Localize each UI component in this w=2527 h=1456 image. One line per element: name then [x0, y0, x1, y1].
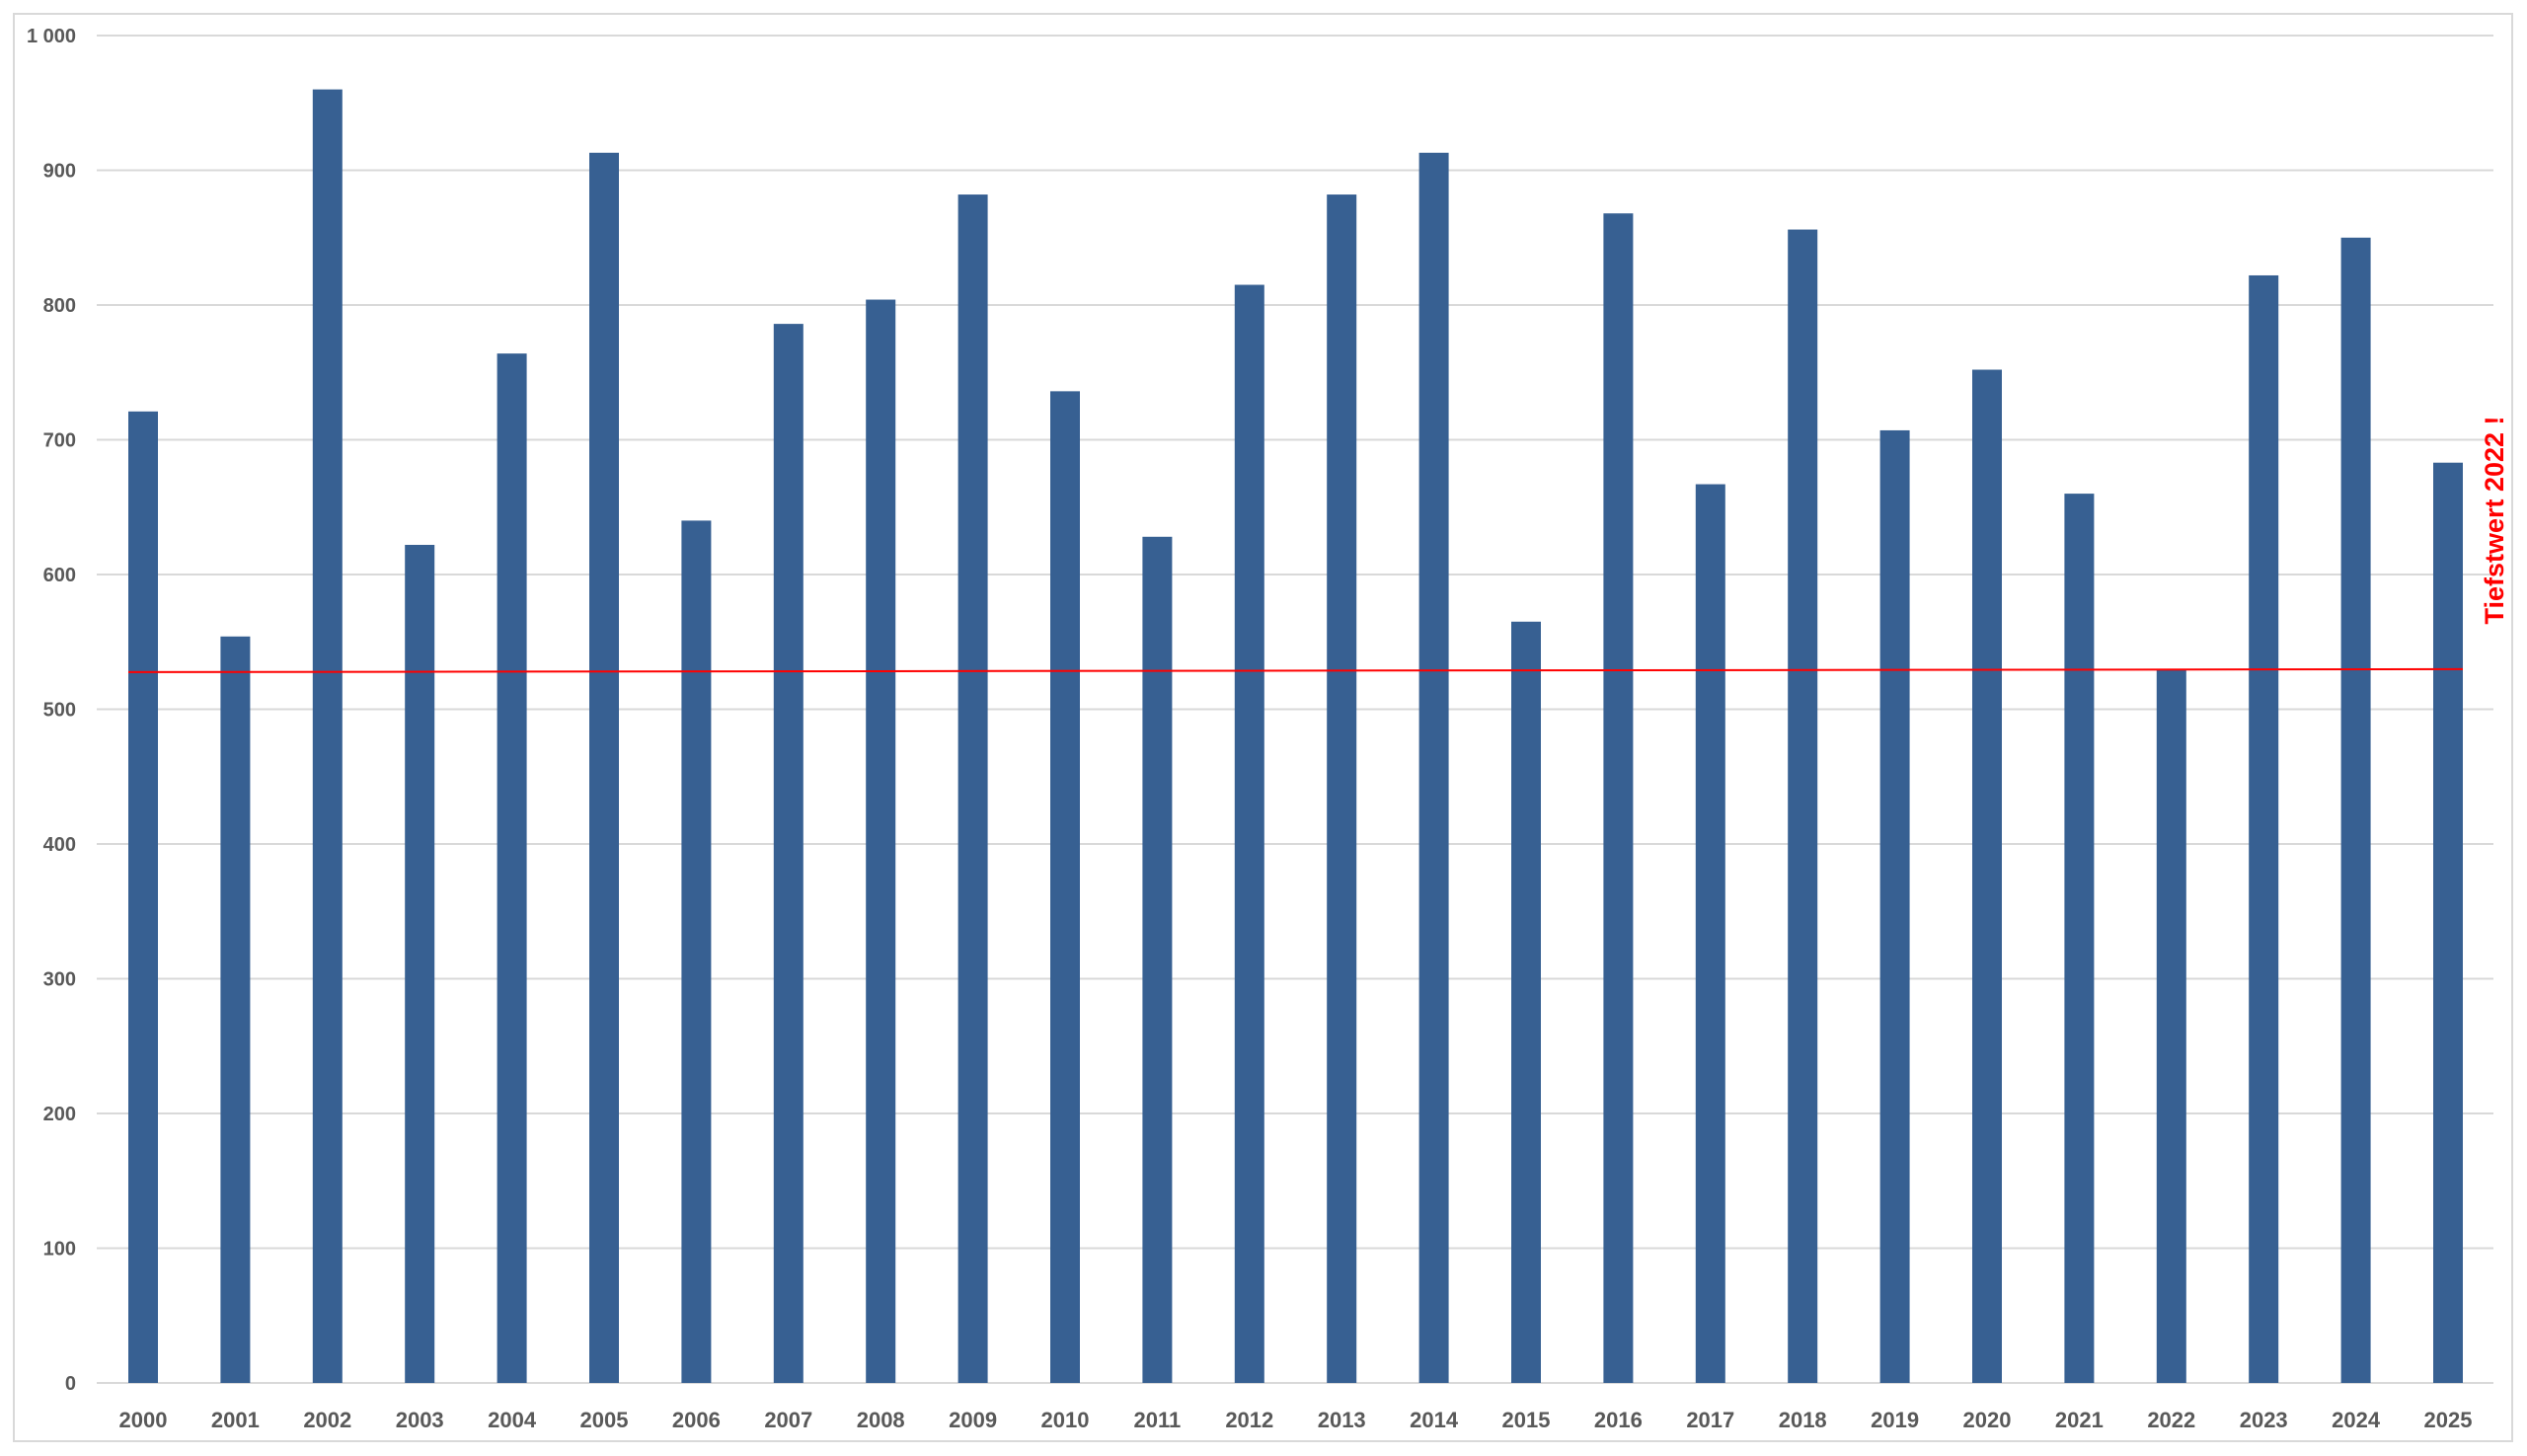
- annotation-label: Tiefstwert 2022 !: [2480, 416, 2509, 624]
- x-tick-label: 2007: [764, 1408, 812, 1432]
- bar-2008: [866, 299, 896, 1383]
- x-tick-label: 2022: [2147, 1408, 2195, 1432]
- x-tick-label: 2008: [857, 1408, 905, 1432]
- x-tick-label: 2014: [1410, 1408, 1459, 1432]
- bar-2001: [220, 636, 251, 1383]
- bar-2005: [589, 152, 619, 1383]
- x-tick-label: 2006: [672, 1408, 721, 1432]
- x-tick-label: 2020: [1963, 1408, 2012, 1432]
- bar-2025: [2433, 462, 2463, 1384]
- bar-2011: [1142, 536, 1173, 1383]
- bar-2014: [1418, 152, 1449, 1383]
- bar-2004: [497, 353, 527, 1383]
- y-tick-label: 200: [43, 1104, 76, 1125]
- y-tick-label: 800: [43, 295, 76, 317]
- x-tick-label: 2018: [1779, 1408, 1827, 1432]
- bar-2006: [681, 520, 712, 1383]
- x-tick-label: 2015: [1502, 1408, 1551, 1432]
- x-tick-label: 2016: [1594, 1408, 1643, 1432]
- bar-2010: [1050, 391, 1080, 1383]
- bar-2016: [1603, 213, 1634, 1384]
- x-tick-label: 2000: [119, 1408, 168, 1432]
- x-tick-label: 2004: [488, 1408, 537, 1432]
- x-tick-label: 2001: [211, 1408, 260, 1432]
- bar-2015: [1511, 621, 1541, 1383]
- y-tick-label: 100: [43, 1239, 76, 1261]
- x-tick-label: 2003: [396, 1408, 444, 1432]
- x-tick-label: 2013: [1318, 1408, 1366, 1432]
- x-tick-label: 2023: [2240, 1408, 2288, 1432]
- x-tick-label: 2019: [1871, 1408, 1919, 1432]
- y-tick-label: 0: [65, 1373, 76, 1395]
- bar-2009: [957, 194, 988, 1383]
- y-tick-label: 500: [43, 700, 76, 722]
- bar-2022: [2156, 669, 2186, 1383]
- y-tick-label: 1 000: [27, 26, 76, 47]
- y-tick-label: 400: [43, 834, 76, 856]
- bar-2013: [1327, 194, 1357, 1383]
- bar-2024: [2340, 237, 2371, 1383]
- y-tick-label: 700: [43, 430, 76, 452]
- x-tick-label: 2005: [580, 1408, 629, 1432]
- x-tick-label: 2002: [303, 1408, 351, 1432]
- bar-2012: [1234, 284, 1264, 1383]
- bar-2017: [1695, 484, 1725, 1383]
- x-tick-label: 2025: [2424, 1408, 2473, 1432]
- bar-2020: [1972, 369, 2002, 1383]
- x-tick-label: 2021: [2055, 1408, 2104, 1432]
- bar-2007: [773, 324, 804, 1383]
- bar-2018: [1788, 229, 1818, 1383]
- x-tick-label: 2024: [2332, 1408, 2381, 1432]
- bar-2019: [1879, 429, 1910, 1383]
- x-tick-label: 2009: [949, 1408, 997, 1432]
- bar-2021: [2064, 494, 2095, 1384]
- chart-frame: [13, 13, 2513, 1442]
- x-tick-label: 2017: [1686, 1408, 1734, 1432]
- x-tick-label: 2010: [1041, 1408, 1090, 1432]
- bar-2023: [2249, 274, 2279, 1384]
- y-tick-label: 600: [43, 565, 76, 586]
- y-tick-label: 300: [43, 969, 76, 991]
- x-tick-label: 2011: [1134, 1408, 1182, 1432]
- bar-2003: [405, 544, 435, 1383]
- bar-2000: [128, 411, 158, 1384]
- reference-line: [127, 667, 2464, 673]
- x-tick-label: 2012: [1225, 1408, 1273, 1432]
- bar-2002: [312, 89, 343, 1384]
- y-tick-label: 900: [43, 161, 76, 183]
